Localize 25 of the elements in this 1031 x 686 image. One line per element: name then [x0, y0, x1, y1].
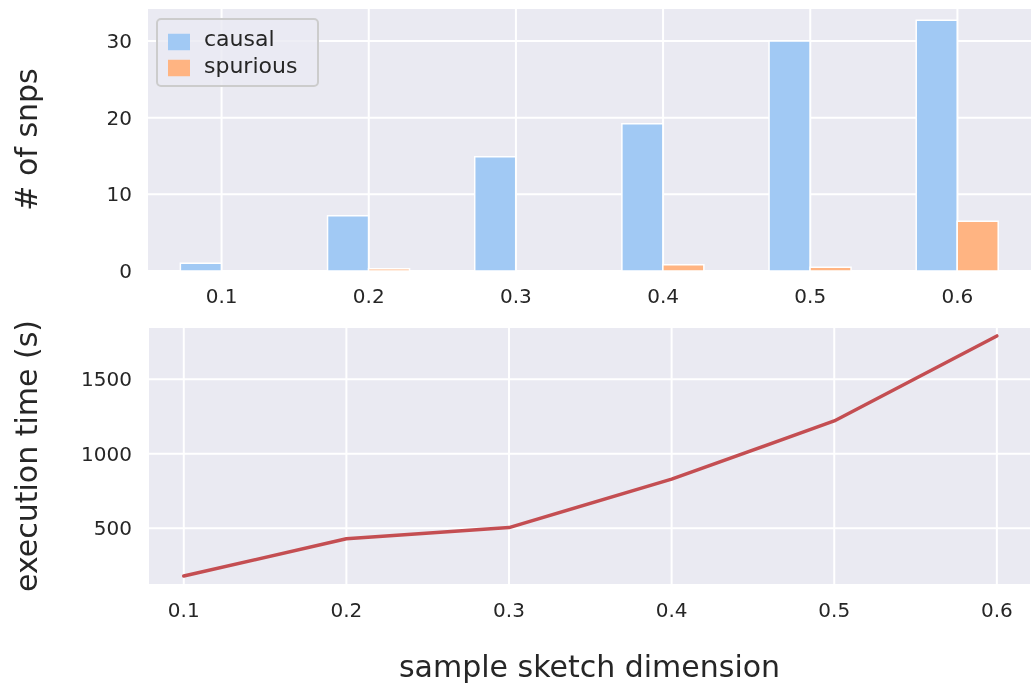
- y-axis-title: execution time (s): [8, 319, 44, 593]
- y-tick-label: 0: [119, 259, 132, 284]
- y-tick-label: 1000: [81, 441, 132, 466]
- x-tick-label: 0.6: [980, 598, 1013, 623]
- y-tick-label: 500: [93, 516, 132, 541]
- x-tick-label: 0.3: [500, 284, 532, 309]
- y-tick-label: 1500: [81, 367, 132, 392]
- legend-label: causal: [204, 26, 275, 51]
- x-tick-label: 0.5: [794, 284, 827, 309]
- x-tick-label: 0.2: [330, 598, 363, 623]
- x-tick-label: 0.4: [647, 284, 679, 309]
- x-tick-label: 0.4: [655, 598, 688, 623]
- x-tick-label: 0.3: [493, 598, 525, 623]
- legend-label: spurious: [204, 52, 298, 78]
- x-axis-title: sample sketch dimension: [398, 649, 781, 684]
- line-series: [182, 334, 999, 578]
- y-tick-label: 10: [106, 182, 132, 207]
- x-tick-label: 0.5: [818, 598, 851, 623]
- x-tick-label: 0.1: [205, 284, 238, 309]
- x-tick-label: 0.1: [167, 598, 200, 623]
- y-axis-title: # of snps: [8, 68, 44, 211]
- y-tick-label: 30: [106, 29, 132, 54]
- x-tick-label: 0.6: [941, 284, 974, 309]
- x-tick-label: 0.2: [352, 284, 385, 309]
- y-tick-label: 20: [106, 105, 132, 130]
